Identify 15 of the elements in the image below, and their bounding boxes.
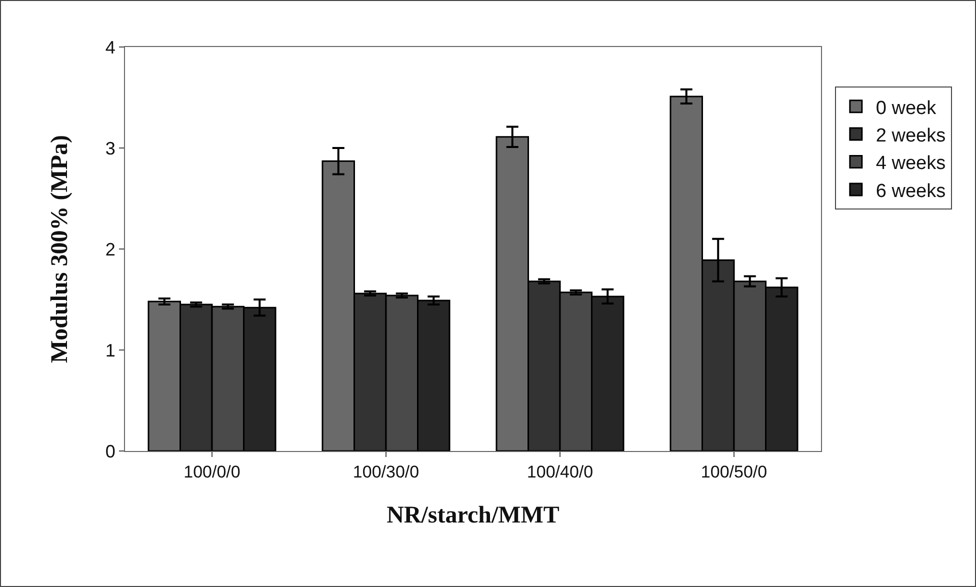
legend-label: 2 weeks [876, 125, 946, 146]
legend-label: 4 weeks [876, 153, 946, 174]
x-tick-label: 100/40/0 [526, 462, 594, 482]
y-tick-label: 2 [105, 239, 116, 260]
y-tick-label: 3 [105, 138, 116, 158]
y-tick-label: 0 [105, 441, 116, 462]
x-tick-label: 100/0/0 [184, 462, 240, 482]
y-tick-label: 1 [105, 340, 116, 360]
x-tick-label: 100/50/0 [700, 462, 768, 482]
x-tick-label: 100/30/0 [352, 462, 420, 482]
y-axis-title: Modulus 300% (MPa) [47, 135, 73, 363]
legend-label: 0 week [876, 98, 937, 119]
x-axis-title: NR/starch/MMT [386, 502, 560, 529]
legend-label: 6 weeks [876, 180, 946, 202]
y-tick-label: 4 [105, 37, 116, 58]
